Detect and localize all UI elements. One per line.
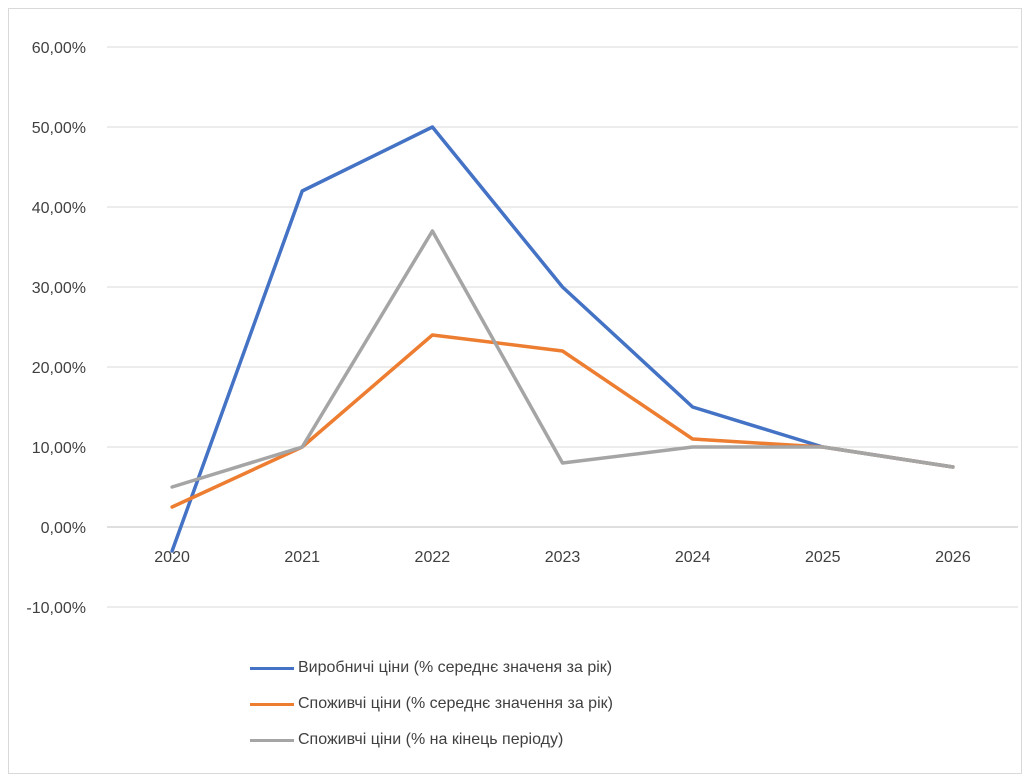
y-tick-label: 0,00% bbox=[41, 520, 86, 537]
legend-label: Споживчі ціни (% середнє значення за рік… bbox=[298, 695, 613, 712]
y-tick-label: 20,00% bbox=[32, 360, 86, 377]
legend-swatch bbox=[250, 738, 294, 742]
series-line-2 bbox=[170, 333, 955, 509]
x-tick-label: 2020 bbox=[154, 549, 190, 566]
y-tick-label: -10,00% bbox=[26, 600, 86, 617]
x-tick-label: 2026 bbox=[935, 549, 971, 566]
x-tick-label: 2025 bbox=[805, 549, 841, 566]
legend-label: Споживчі ціни (% на кінець періоду) bbox=[298, 731, 564, 748]
legend-swatch bbox=[250, 702, 294, 706]
x-tick-label: 2021 bbox=[284, 549, 320, 566]
y-tick-label: 50,00% bbox=[32, 120, 86, 137]
legend-item: Споживчі ціни (% середнє значення за рік… bbox=[250, 686, 613, 722]
x-tick-label: 2022 bbox=[415, 549, 451, 566]
series-lines bbox=[170, 125, 955, 553]
y-tick-label: 40,00% bbox=[32, 200, 86, 217]
legend: Виробничі ціни (% середнє значеня за рік… bbox=[250, 650, 613, 758]
series-line-1 bbox=[170, 125, 955, 553]
y-tick-label: 30,00% bbox=[32, 280, 86, 297]
x-axis-tick-labels: 2020 2021 2022 2023 2024 2025 2026 bbox=[154, 549, 971, 566]
y-tick-label: 60,00% bbox=[32, 40, 86, 57]
gridlines bbox=[107, 46, 1018, 608]
x-tick-label: 2024 bbox=[675, 549, 711, 566]
legend-swatch bbox=[250, 666, 294, 670]
legend-item: Виробничі ціни (% середнє значеня за рік… bbox=[250, 650, 613, 686]
y-axis-tick-labels: -10,00% 0,00% 10,00% 20,00% 30,00% 40,00% 50,0… bbox=[26, 40, 86, 617]
chart-frame bbox=[8, 8, 1022, 774]
x-tick-label: 2023 bbox=[545, 549, 581, 566]
legend-item: Споживчі ціни (% на кінець періоду) bbox=[250, 722, 613, 758]
legend-label: Виробничі ціни (% середнє значеня за рік… bbox=[298, 659, 613, 676]
series-line-3 bbox=[170, 229, 955, 489]
y-tick-label: 10,00% bbox=[32, 440, 86, 457]
